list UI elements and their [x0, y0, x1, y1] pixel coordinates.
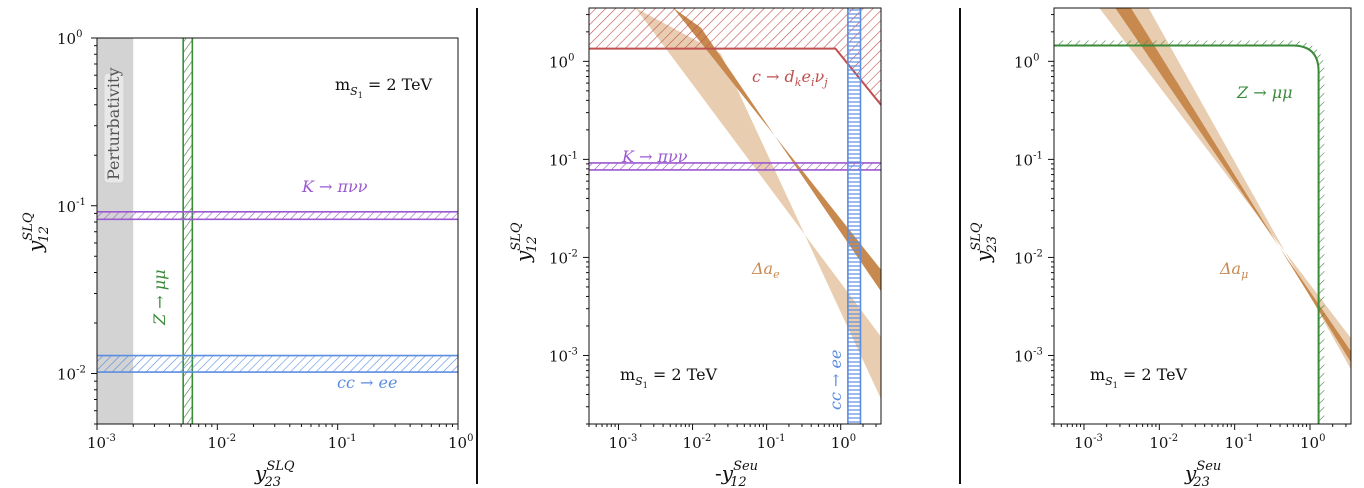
y-tick-label: 10-3 [1014, 346, 1043, 365]
cc-ee-label: cc → ee [826, 350, 845, 410]
y-tick-label: 10-3 [549, 346, 578, 365]
z-mumu-label: Z → μμ [150, 270, 169, 327]
x-tick-label: 10-1 [328, 433, 357, 452]
x-tick-label: 100 [1300, 433, 1325, 452]
y-tick-label: 100 [57, 29, 82, 48]
k-pinunu-label: K → πνν [301, 177, 368, 196]
y-tick-label: 10-1 [57, 197, 86, 216]
panel-1: 10-3 10-2 10-1 100 10-2 10-1 100 mS1 = 2 TeV P… [21, 29, 473, 488]
x-tick-label: 10-3 [1074, 433, 1103, 452]
y-axis-label: ySLQ12 [509, 222, 540, 263]
y-tick-label: 10-2 [57, 365, 86, 384]
y-tick-label: 10-2 [1014, 248, 1043, 267]
x-tick-label: 10-2 [1149, 433, 1178, 452]
z-mumu-label: Z → μμ [1236, 83, 1293, 102]
mass-label: mS1 = 2 TeV [1090, 365, 1188, 390]
c-dkeinu-label: c → dkeiνj [752, 67, 828, 89]
x-axis-label: ySLQ 23 [254, 459, 295, 488]
y-tick-label: 100 [549, 52, 574, 71]
x-axis-label: -ySeu 12 [715, 459, 758, 488]
mass-label: mS1 = 2 TeV [335, 75, 433, 100]
perturbativity-label: Perturbativity [103, 68, 125, 184]
region-cc-ee [847, 8, 861, 424]
k-pinunu-label: K → πνν [621, 147, 688, 166]
panel-3: 10-3 10-2 10-1 100 10-3 10-2 10-1 100 mS1 = 2 T… [969, 7, 1352, 488]
y-axis-label: ySLQ12 [21, 212, 52, 253]
panel-2: 10-3 10-2 10-1 100 10-3 10-2 10-1 100 mS1 = 2 T… [509, 7, 882, 488]
svg-text:Perturbativity: Perturbativity [104, 68, 123, 181]
region-z-mumu [183, 38, 193, 424]
region-k-pinunu [589, 162, 881, 170]
y-tick-label: 10-1 [549, 150, 578, 169]
y-tick-label: 10-2 [549, 248, 578, 267]
x-tick-label: 100 [831, 433, 856, 452]
mass-label: mS1 = 2 TeV [620, 365, 718, 390]
y-axis-label: ySLQ23 [969, 222, 1000, 263]
y-tick-label: 100 [1014, 52, 1039, 71]
x-tick-label: 10-2 [683, 433, 712, 452]
region-delta-amu-outer [1099, 8, 1351, 370]
y-tick-label: 10-1 [1014, 150, 1043, 169]
region-z-mumu-edge [1054, 44, 1320, 424]
x-tick-label: 10-1 [757, 433, 786, 452]
x-tick-label: 10-3 [87, 433, 116, 452]
x-tick-label: 10-1 [1225, 433, 1254, 452]
x-axis-label: ySeu 23 [1184, 459, 1221, 488]
delta-ae-label: Δae [751, 259, 780, 281]
x-tick-label: 10-3 [608, 433, 637, 452]
delta-amu-label: Δaμ [1219, 259, 1248, 281]
x-tick-label: 10-2 [207, 433, 236, 452]
region-cc-ee [97, 355, 458, 373]
x-tick-label: 100 [448, 433, 473, 452]
region-k-pinunu [97, 211, 458, 220]
region-c-dkeinu-edge [589, 47, 881, 106]
cc-ee-label: cc → ee [337, 373, 397, 392]
region-c-dkeinu [589, 8, 881, 105]
